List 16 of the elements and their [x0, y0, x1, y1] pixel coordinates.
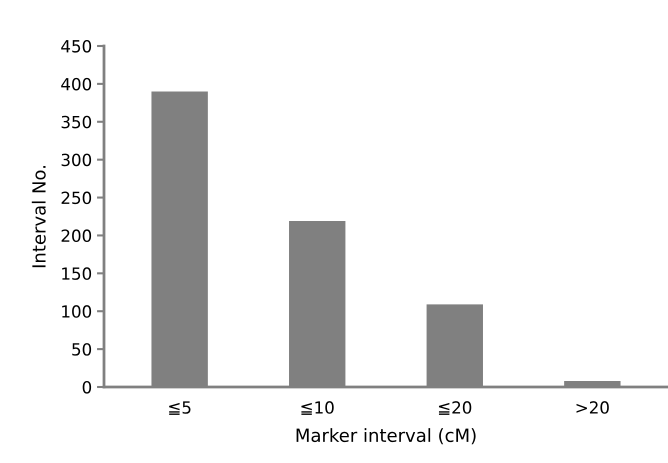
y-tick-label: 300: [62, 154, 92, 166]
y-tick-label: 450: [61, 40, 92, 53]
x-tick-label: >20: [576, 401, 609, 414]
x-axis-title: Marker interval (cM): [296, 428, 476, 444]
y-tick-label: 150: [62, 267, 92, 280]
y-tick-label: 0: [82, 380, 92, 394]
y-tick-label: 100: [62, 305, 92, 318]
x-tick-label: ≦10: [301, 401, 334, 415]
y-tick-label: 200: [62, 229, 92, 242]
y-tick-label: 400: [61, 78, 92, 90]
x-tick-label: ≦5: [169, 401, 190, 415]
y-axis-title: Interval No.: [32, 166, 46, 268]
y-tick-label: 50: [72, 343, 92, 356]
y-tick-label: 350: [62, 116, 92, 128]
x-tick-label: ≦20: [438, 401, 472, 415]
y-tick-label: 250: [62, 192, 92, 204]
